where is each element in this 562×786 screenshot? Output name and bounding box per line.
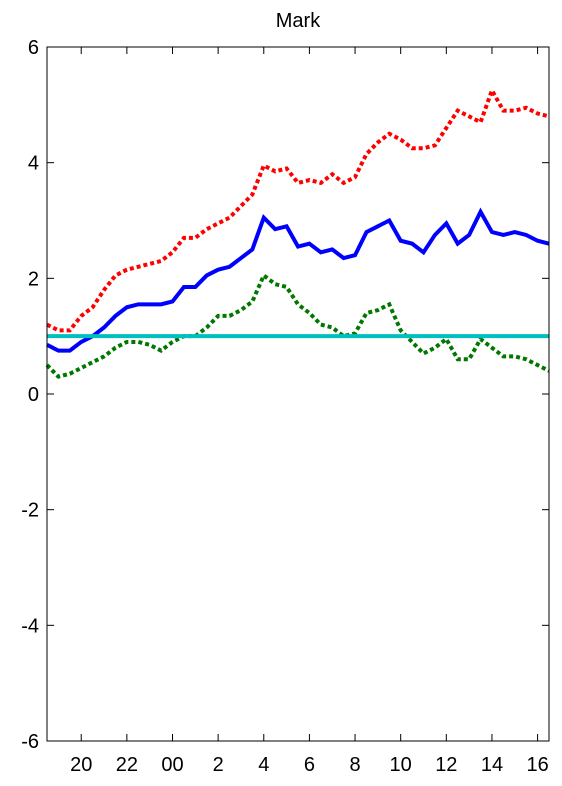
x-tick-label: 6: [304, 754, 315, 776]
series-line: [45, 272, 550, 379]
x-tick-label: 2: [213, 754, 224, 776]
x-tick-label: 10: [390, 754, 412, 776]
y-tick-label: 4: [28, 153, 39, 175]
x-tick-label: 4: [258, 754, 269, 776]
x-tick-label: 16: [526, 754, 548, 776]
y-tick-label: 6: [28, 37, 39, 59]
y-tick-label: 2: [28, 268, 39, 290]
series-line: [46, 207, 550, 353]
x-tick-label: 12: [435, 754, 457, 776]
series-line: [46, 85, 550, 333]
y-tick-label: -2: [21, 500, 39, 522]
x-tick-label: 14: [481, 754, 503, 776]
y-tick-label: -6: [21, 731, 39, 753]
x-tick-label: 8: [349, 754, 360, 776]
y-tick-label: 0: [28, 384, 39, 406]
x-tick-label: 22: [116, 754, 138, 776]
plot-frame: [46, 46, 550, 742]
x-tick-label: 20: [70, 754, 92, 776]
chart-title: Mark: [276, 10, 321, 32]
y-tick-label: -4: [21, 615, 39, 637]
x-tick-label: 00: [161, 754, 183, 776]
